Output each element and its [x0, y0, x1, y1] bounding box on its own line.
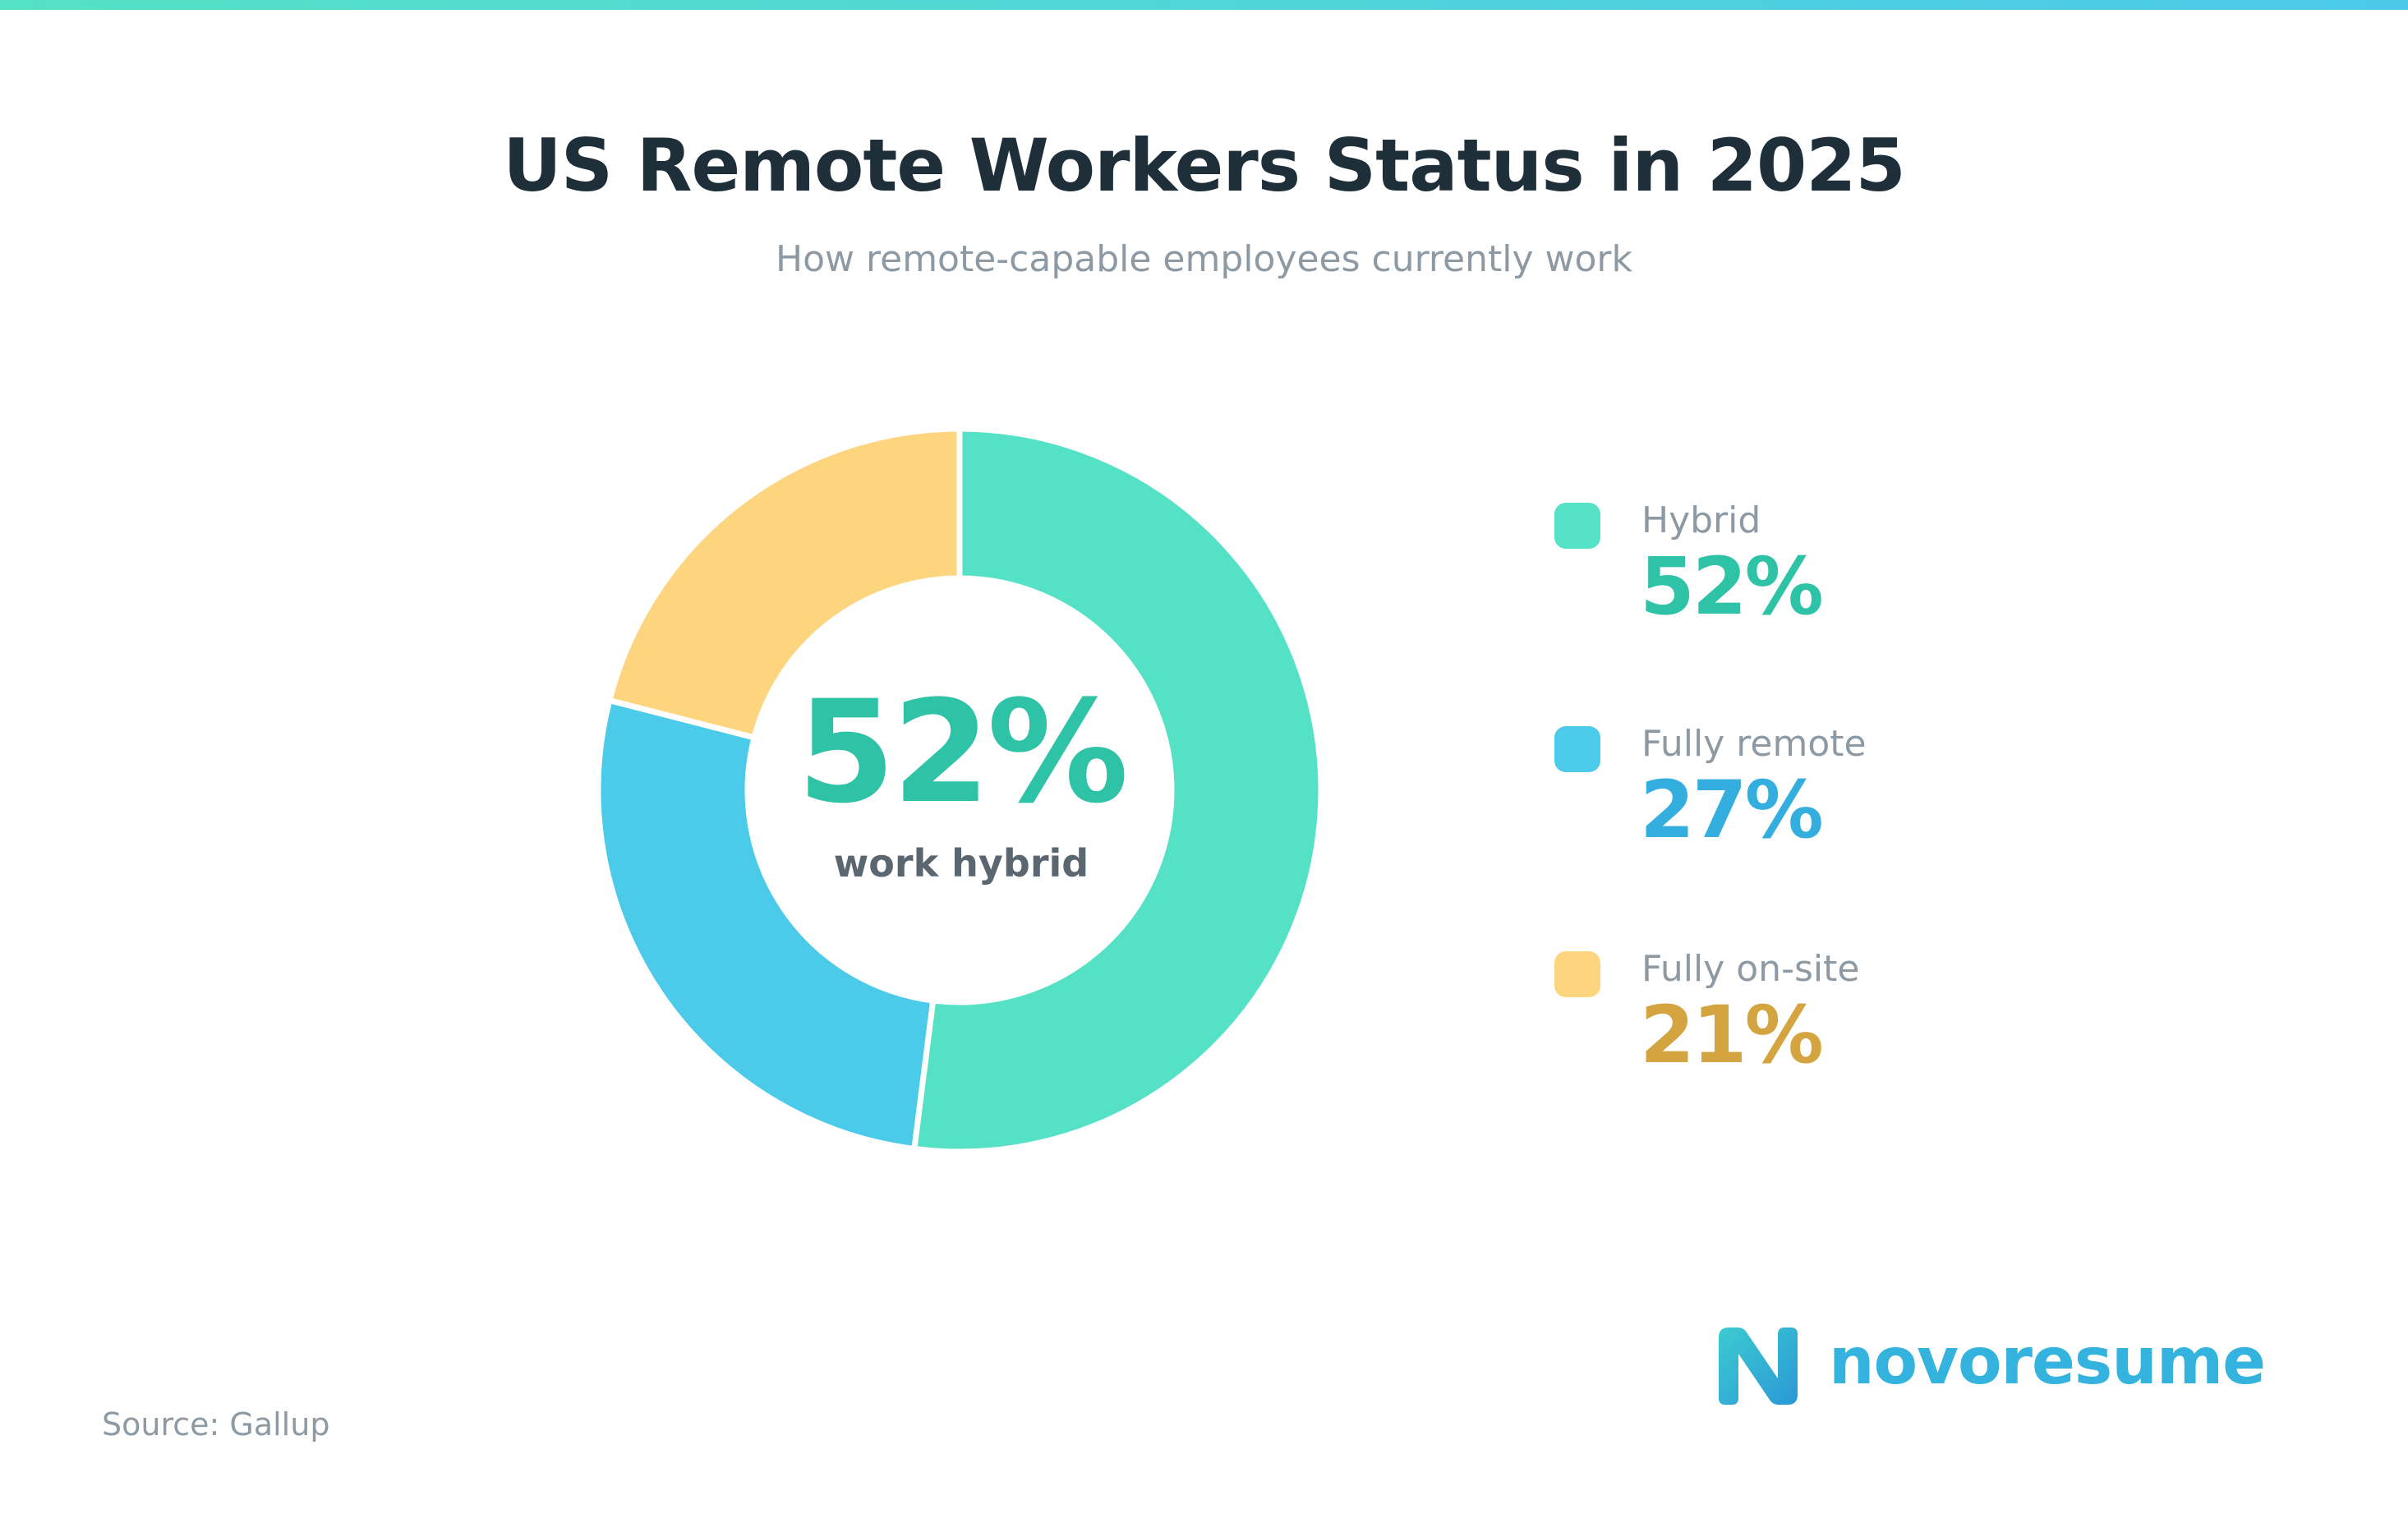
- novoresume-logo-text: novoresume: [1829, 1325, 2266, 1399]
- donut-slice-fully-remote: [595, 697, 937, 1153]
- legend-swatch-fully-on-site: [1554, 951, 1600, 997]
- legend-value-hybrid: 52%: [1640, 541, 1824, 633]
- legend-label-hybrid: Hybrid: [1641, 499, 1761, 541]
- legend-value-fully-on-site: 21%: [1640, 989, 1824, 1081]
- top-accent-bar: [0, 0, 2408, 10]
- legend-item-fully-on-site: Fully on-site 21%: [1554, 948, 2129, 1096]
- chart-title: US Remote Workers Status in 2025: [503, 123, 1905, 208]
- legend-label-fully-remote: Fully remote: [1641, 723, 1867, 765]
- center-value: 52%: [797, 669, 1129, 835]
- novoresume-logo-icon: [1719, 1327, 1798, 1405]
- donut-slice-fully-on-site: [606, 426, 963, 741]
- legend-label-fully-on-site: Fully on-site: [1641, 948, 1860, 990]
- novoresume-logo: novoresume: [1715, 1326, 2266, 1408]
- legend-swatch-fully-remote: [1554, 726, 1600, 772]
- chart-subtitle: How remote-capable employees currently w…: [776, 238, 1632, 280]
- legend-value-fully-remote: 27%: [1640, 764, 1824, 856]
- legend-swatch-hybrid: [1554, 503, 1600, 549]
- center-caption: work hybrid: [833, 841, 1089, 886]
- source-note: Source: Gallup: [102, 1406, 330, 1442]
- donut-slice-hybrid: [911, 426, 1324, 1155]
- legend-item-hybrid: Hybrid 52%: [1554, 499, 2129, 647]
- legend-item-fully-remote: Fully remote 27%: [1554, 723, 2129, 871]
